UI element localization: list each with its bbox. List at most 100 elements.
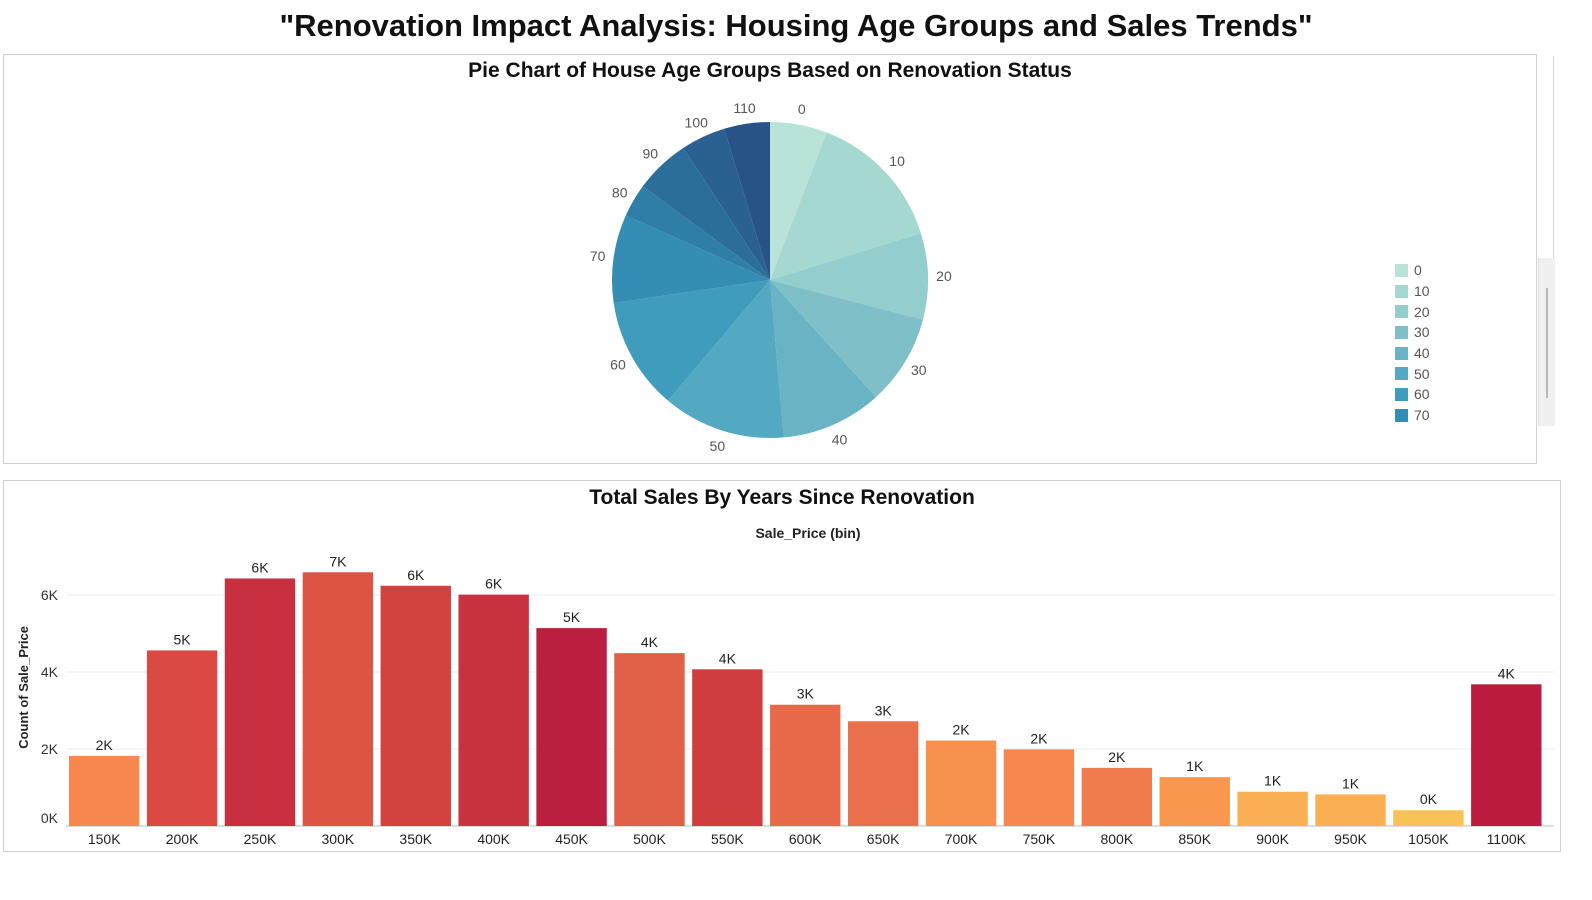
bar-600K[interactable] [770, 704, 841, 826]
bar-data-label: 7K [329, 553, 347, 569]
pie-slice-label: 40 [832, 432, 848, 448]
bar-data-label: 4K [641, 634, 659, 650]
legend-item[interactable]: 30 [1395, 322, 1430, 343]
pie-slice-60[interactable] [613, 280, 770, 401]
bar-data-label: 4K [719, 650, 737, 666]
x-tick-label: 300K [322, 831, 355, 847]
pie-slice-40[interactable] [770, 280, 876, 438]
x-tick-label: 950K [1334, 831, 1367, 847]
legend-item[interactable]: 70 [1395, 405, 1430, 426]
legend-label: 60 [1414, 386, 1430, 403]
bar-650K[interactable] [847, 721, 919, 826]
legend-item[interactable]: 60 [1395, 384, 1430, 405]
legend-label: 70 [1414, 407, 1430, 424]
x-tick-label: 550K [711, 831, 744, 847]
bar-1100K[interactable] [1471, 684, 1542, 826]
bar-chart-panel: Total Sales By Years Since Renovation Sa… [3, 480, 1561, 852]
pie-slice-50[interactable] [667, 280, 784, 438]
bar-450K[interactable] [536, 628, 607, 826]
bar-data-label: 4K [1498, 665, 1516, 681]
bar-850K[interactable] [1159, 777, 1230, 826]
bar-data-label: 2K [96, 737, 114, 753]
pie-slice-20[interactable] [770, 233, 929, 320]
legend-swatch [1395, 284, 1408, 298]
pie-slice-label: 80 [612, 184, 628, 200]
bar-data-label: 1K [1186, 758, 1204, 774]
bar-400K[interactable] [458, 594, 529, 826]
pie-slice-30[interactable] [770, 280, 923, 398]
bar-data-label: 1K [1342, 775, 1360, 791]
legend-item[interactable]: 40 [1395, 343, 1430, 364]
bar-1050K[interactable] [1393, 810, 1464, 826]
x-tick-label: 850K [1178, 831, 1211, 847]
pie-slice-110[interactable] [724, 122, 770, 280]
x-tick-label: 650K [867, 831, 900, 847]
page-title: "Renovation Impact Analysis: Housing Age… [279, 8, 1313, 43]
legend-item[interactable]: 0 [1395, 260, 1430, 281]
bar-900K[interactable] [1237, 791, 1308, 826]
legend-swatch [1395, 305, 1408, 319]
bar-250K[interactable] [224, 578, 296, 826]
bar-950K[interactable] [1315, 794, 1386, 826]
bar-500K[interactable] [614, 653, 685, 826]
bar-data-label: 6K [485, 576, 503, 592]
pie-chart-panel: Pie Chart of House Age Groups Based on R… [3, 54, 1537, 464]
x-tick-label: 250K [244, 831, 277, 847]
pie-slice-10[interactable] [770, 132, 921, 280]
bar-data-label: 2K [1030, 730, 1048, 746]
legend-label: 20 [1414, 303, 1430, 320]
pie-chart-title: Pie Chart of House Age Groups Based on R… [468, 59, 1072, 82]
x-tick-label: 500K [633, 831, 666, 847]
y-tick-label: 4K [41, 664, 59, 680]
legend-swatch [1395, 325, 1408, 339]
x-tick-label: 1050K [1408, 831, 1449, 847]
legend-item[interactable]: 10 [1395, 281, 1430, 302]
y-tick-label: 2K [41, 741, 59, 757]
bar-150K[interactable] [69, 755, 140, 826]
bar-800K[interactable] [1081, 767, 1153, 826]
bar-data-label: 3K [797, 686, 815, 702]
pie-slice-0[interactable] [770, 122, 827, 280]
pie-slice-label: 50 [710, 438, 726, 454]
x-tick-label: 700K [945, 831, 978, 847]
x-tick-label: 150K [88, 831, 121, 847]
bar-chart-title: Total Sales By Years Since Renovation [589, 486, 975, 509]
legend-swatch [1395, 367, 1408, 381]
bar-data-label: 6K [251, 559, 269, 575]
x-tick-label: 1100K [1487, 831, 1527, 847]
pie-slice-80[interactable] [625, 186, 770, 280]
panel-divider [1553, 56, 1554, 426]
bar-550K[interactable] [692, 669, 763, 826]
pie-slice-70[interactable] [612, 215, 770, 304]
pie-slice-100[interactable] [683, 128, 770, 280]
x-tick-label: 450K [555, 831, 588, 847]
pie-slice-label: 60 [610, 357, 626, 373]
legend-item[interactable]: 50 [1395, 363, 1430, 384]
x-tick-label: 900K [1256, 831, 1289, 847]
legend-item[interactable]: 20 [1395, 301, 1430, 322]
pie-slice-label: 0 [798, 101, 806, 117]
bar-300K[interactable] [302, 572, 374, 826]
x-tick-label: 800K [1100, 831, 1133, 847]
bar-200K[interactable] [146, 650, 218, 826]
legend-scrollbar[interactable] [1538, 258, 1555, 426]
bar-data-label: 2K [1108, 749, 1126, 765]
pie-slice-label: 70 [590, 248, 606, 264]
bar-data-label: 3K [875, 702, 893, 718]
pie-slice-90[interactable] [642, 147, 770, 280]
pie-slice-label: 110 [733, 100, 756, 116]
bar-700K[interactable] [925, 740, 997, 826]
pie-slice-label: 90 [643, 146, 659, 162]
legend-label: 0 [1414, 262, 1422, 279]
y-tick-label: 0K [41, 810, 59, 826]
x-tick-label: 600K [789, 831, 822, 847]
pie-legend: 0 10 20 30 40 50 60 70 [1395, 260, 1430, 426]
bar-data-label: 5K [563, 609, 581, 625]
pie-chart: 0 10 20 30 40 50 60 70 80 90 100 110 [590, 100, 952, 454]
legend-label: 50 [1414, 365, 1430, 382]
legend-scrollbar-thumb[interactable] [1546, 288, 1548, 398]
bar-350K[interactable] [380, 585, 451, 826]
legend-swatch [1395, 346, 1408, 360]
x-axis-title: Sale_Price (bin) [755, 525, 860, 541]
bar-750K[interactable] [1003, 749, 1075, 826]
